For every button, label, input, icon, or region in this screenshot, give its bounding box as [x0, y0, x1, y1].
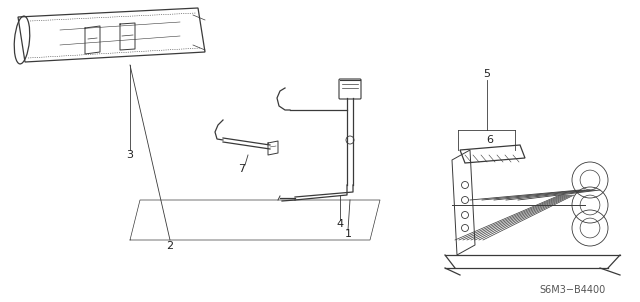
- Text: 4: 4: [337, 219, 344, 229]
- Text: 7: 7: [239, 164, 246, 174]
- Text: 5: 5: [483, 69, 490, 79]
- Text: 1: 1: [344, 229, 351, 239]
- Text: 3: 3: [127, 150, 134, 160]
- Text: 2: 2: [166, 241, 173, 251]
- Text: S6M3−B4400: S6M3−B4400: [539, 285, 605, 295]
- Text: 6: 6: [486, 135, 493, 145]
